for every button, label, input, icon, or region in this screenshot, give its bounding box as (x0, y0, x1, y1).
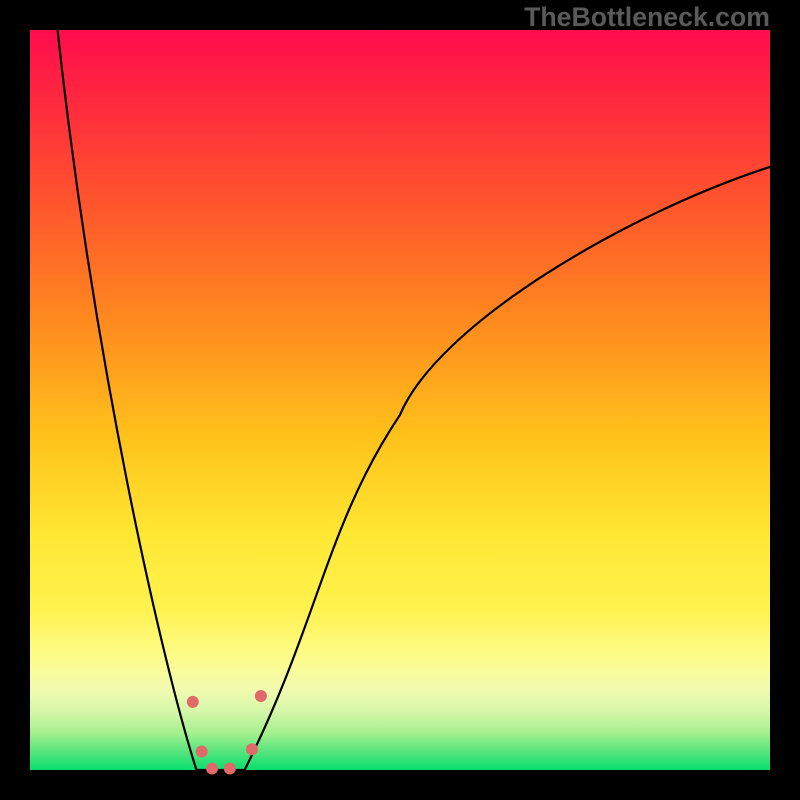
chart-stage: TheBottleneck.com (0, 0, 800, 800)
watermark-text: TheBottleneck.com (524, 2, 770, 33)
plot-background (30, 30, 770, 770)
